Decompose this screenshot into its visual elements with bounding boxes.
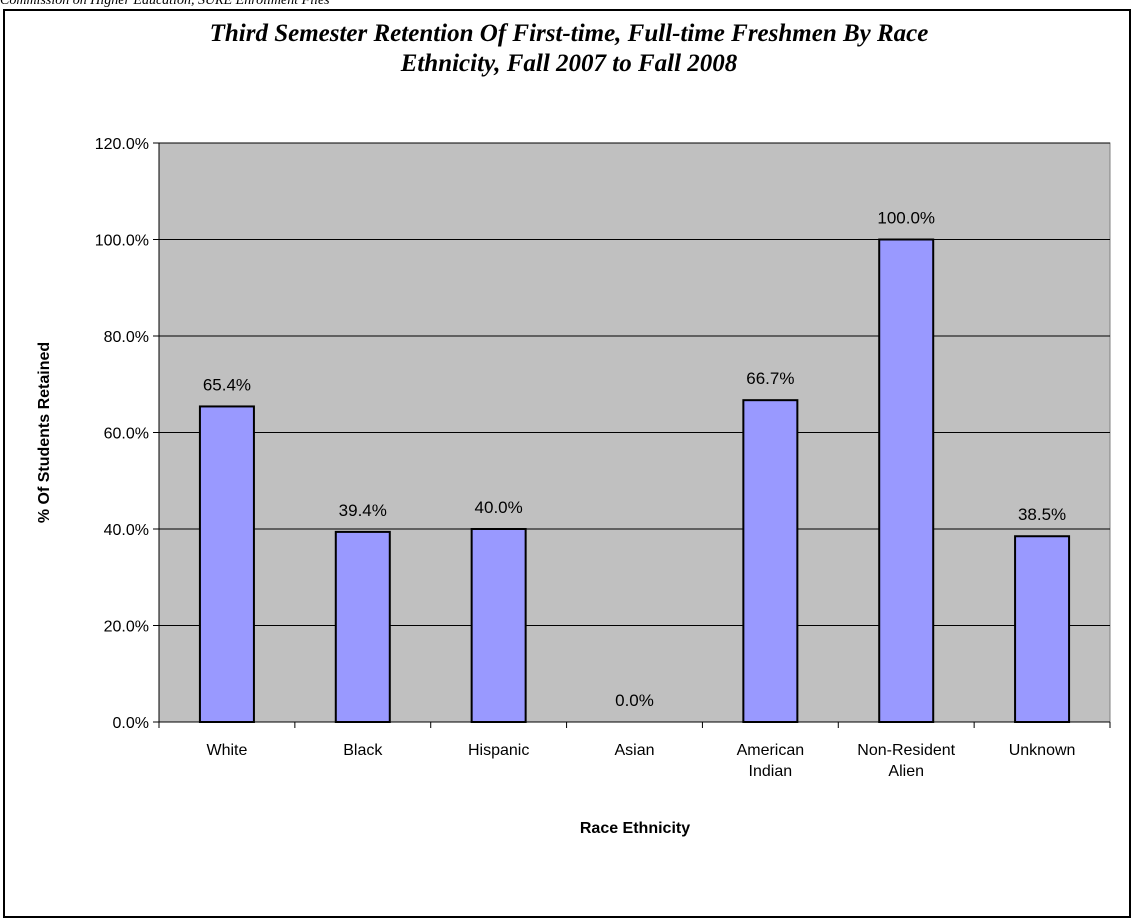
chart-title-line: Ethnicity, Fall 2007 to Fall 2008	[400, 50, 738, 77]
bar	[198, 405, 255, 723]
value-label: 65.4%	[203, 375, 251, 394]
bars	[198, 238, 1071, 724]
x-axis-title: Race Ethnicity	[580, 820, 690, 837]
gridlines	[159, 142, 1110, 626]
y-axis-title: % Of Students Retained	[36, 342, 53, 523]
value-label: 100.0%	[877, 209, 935, 228]
value-label: 40.0%	[475, 498, 523, 517]
category-label: Asian	[614, 742, 654, 759]
value-label: 38.5%	[1018, 505, 1066, 524]
y-tick-label: 80.0%	[104, 329, 149, 346]
category-label: Alien	[888, 763, 924, 780]
y-tick-label: 0.0%	[113, 715, 149, 732]
value-label: 66.7%	[746, 369, 794, 388]
category-label: Black	[343, 742, 383, 759]
category-label: White	[206, 742, 247, 759]
bar	[742, 399, 799, 723]
chart-frame: Third Semester Retention Of First-time, …	[3, 9, 1131, 918]
y-tick-label: 100.0%	[95, 233, 149, 250]
value-label: 0.0%	[615, 691, 654, 710]
category-label: Non-Resident	[857, 742, 955, 759]
bar	[334, 530, 391, 724]
y-tick-label: 40.0%	[104, 522, 149, 539]
chart-title-line: Third Semester Retention Of First-time, …	[210, 20, 929, 47]
bar-chart: Third Semester Retention Of First-time, …	[36, 20, 1111, 837]
bar	[470, 528, 527, 723]
y-tick-label: 120.0%	[95, 136, 149, 153]
category-labels: White Black Hispanic Asian American Indian Non…	[158, 722, 1111, 780]
source-note: Commission on Higher Education, SURE Enr…	[0, 0, 330, 8]
category-label: Indian	[749, 763, 793, 780]
bar	[1014, 535, 1071, 723]
category-label: American	[737, 742, 805, 759]
category-label: Unknown	[1009, 742, 1076, 759]
y-axis-ticks: 0.0% 20.0% 40.0% 60.0% 80.0% 100.0% 120.0%	[95, 136, 1110, 732]
y-tick-label: 20.0%	[104, 619, 149, 636]
bar	[878, 238, 935, 723]
chart-title: Third Semester Retention Of First-time, …	[210, 20, 929, 77]
y-tick-label: 60.0%	[104, 426, 149, 443]
value-label: 39.4%	[339, 501, 387, 520]
category-label: Hispanic	[468, 742, 529, 759]
value-labels: 65.4% 39.4% 40.0% 0.0% 66.7% 100.0% 38.5%	[203, 209, 1066, 711]
